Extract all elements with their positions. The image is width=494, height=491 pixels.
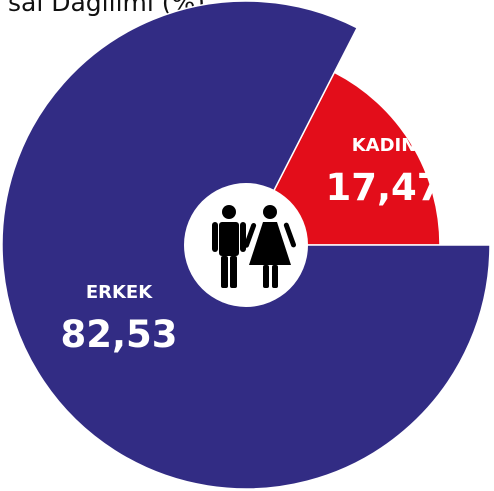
pie-labels: KADIN 17,47 ERKEK 82,53	[60, 135, 442, 356]
pie-slice-kadin	[244, 71, 441, 246]
slice-value-erkek: 82,53	[60, 313, 177, 356]
slice-label-erkek: ERKEK	[86, 282, 153, 303]
female-icon	[243, 205, 297, 288]
slice-label-kadin: KADIN	[352, 135, 417, 156]
chart-title: sal Dağılımı (%)	[8, 0, 206, 17]
slice-value-kadin: 17,47	[325, 166, 442, 209]
center-badge	[184, 183, 308, 307]
